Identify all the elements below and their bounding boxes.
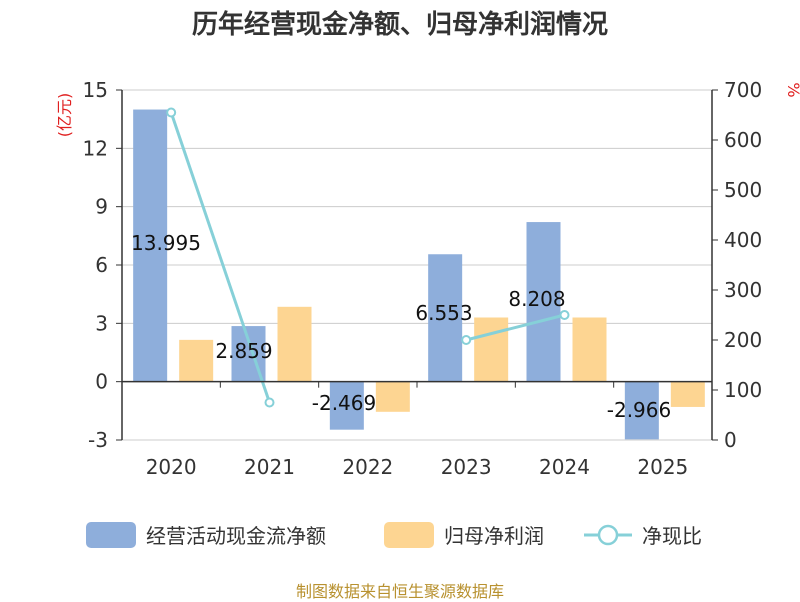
- x-tick-label: 2024: [539, 455, 590, 479]
- legend-ratio-label: 净现比: [642, 524, 702, 548]
- axes: -3 0 3 6 9 12 15 0 100 200 300 400 500 600 700 (亿元)% 202…: [55, 78, 800, 479]
- net-profit-bar: [474, 317, 509, 382]
- x-tick-label: 2025: [637, 455, 688, 479]
- legend-cash-flow-swatch: [86, 522, 136, 548]
- ratio-line: [166, 107, 570, 408]
- x-tick-label: 2020: [146, 455, 197, 479]
- net-profit-bar: [277, 306, 312, 382]
- net-profit-bar: [375, 381, 410, 412]
- bars: [133, 109, 705, 440]
- ratio-point: [461, 335, 472, 345]
- left-tick-label: 6: [95, 253, 108, 277]
- cash-flow-value-label: 8.208: [508, 287, 565, 311]
- net-profit-bar: [179, 339, 214, 382]
- ratio-point: [559, 310, 570, 320]
- right-tick-label: 600: [724, 128, 762, 152]
- net-profit-bar: [670, 381, 705, 407]
- left-tick-label: 12: [83, 136, 108, 160]
- left-tick-label: 15: [83, 78, 108, 102]
- cash-flow-bar: [526, 222, 561, 382]
- ratio-point: [264, 397, 275, 408]
- x-tick-label: 2021: [244, 455, 295, 479]
- data-source-note: 制图数据来自恒生聚源数据库: [295, 582, 504, 601]
- cash-flow-value-label: 6.553: [415, 301, 472, 325]
- x-tick-label: 2023: [441, 455, 492, 479]
- net-profit-bar: [572, 317, 607, 382]
- cash-flow-bar: [428, 254, 463, 382]
- right-tick-label: 400: [724, 228, 762, 252]
- cash-flow-value-label: 13.995: [131, 231, 201, 255]
- ratio-line-segment: [169, 112, 271, 403]
- right-tick-label: 0: [724, 428, 737, 452]
- left-axis-unit: (亿元): [55, 93, 74, 138]
- right-tick-label: 200: [724, 328, 762, 352]
- ratio-point: [166, 107, 177, 118]
- right-tick-label: 100: [724, 378, 762, 402]
- legend-cash-flow-label: 经营活动现金流净额: [146, 524, 326, 548]
- cash-flow-bar: [624, 381, 659, 440]
- ratio-line-segment: [465, 313, 565, 342]
- right-axis-unit: %: [784, 82, 800, 97]
- left-tick-label: -3: [88, 428, 108, 452]
- cash-flow-value-label: -2.966: [607, 398, 671, 422]
- left-tick-label: 3: [95, 311, 108, 335]
- cash-flow-value-label: -2.469: [312, 391, 376, 415]
- right-tick-label: 700: [724, 78, 762, 102]
- left-tick-label: 9: [95, 195, 108, 219]
- legend: 经营活动现金流净额 归母净利润 净现比: [86, 522, 702, 548]
- chart-title: 历年经营现金净额、归母净利润情况: [191, 10, 608, 40]
- legend-ratio-swatch-marker: [597, 524, 619, 546]
- cash-flow-bar: [133, 109, 168, 382]
- right-tick-label: 300: [724, 278, 762, 302]
- x-tick-label: 2022: [342, 455, 393, 479]
- cash-flow-value-label: 2.859: [215, 339, 272, 363]
- right-tick-label: 500: [724, 178, 762, 202]
- cash-flow-bar: [329, 381, 364, 430]
- left-tick-label: 0: [95, 370, 108, 394]
- legend-net-profit-swatch: [384, 522, 434, 548]
- legend-net-profit-label: 归母净利润: [444, 524, 544, 548]
- data-labels: 13.995 2.859 -2.469 6.553 8.208 -2.966: [131, 231, 671, 422]
